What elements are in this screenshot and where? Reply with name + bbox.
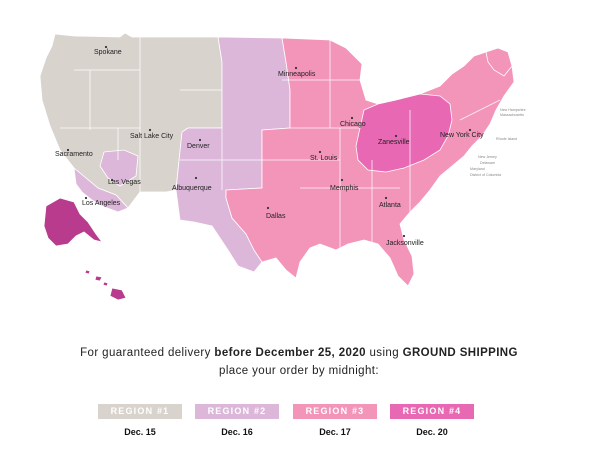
city-dot: [198, 138, 202, 142]
city-dot: [266, 206, 270, 210]
city-label: Chicago: [340, 121, 366, 128]
hawaii-area-large: [109, 287, 127, 301]
legend-date-region-1: Dec. 15: [124, 427, 156, 437]
city-label: Jacksonville: [386, 240, 424, 247]
city-dot: [402, 234, 406, 238]
city-dot: [104, 45, 108, 49]
legend-region-3: REGION #3 Dec. 17: [293, 404, 377, 437]
city-label: Los Angeles: [82, 200, 121, 207]
city-label: Albuquerque: [172, 185, 212, 192]
hawaii-area-small-1: [94, 275, 103, 282]
city-layer: Spokane Salt Lake City Sacramento Las Vegas…: [55, 45, 484, 247]
city-dot: [384, 196, 388, 200]
state-label: Rhode Island: [496, 137, 517, 141]
city-label: New York City: [440, 132, 484, 139]
city-label: Memphis: [330, 185, 359, 192]
city-dot: [468, 128, 472, 132]
delivery-message-line-2: place your order by midnight:: [219, 365, 379, 377]
legend-swatch-region-1: REGION #1: [98, 404, 182, 419]
hawaii-area-small-2: [84, 269, 91, 275]
state-label: Massachusetts: [500, 113, 524, 117]
city-label: Dallas: [266, 213, 286, 220]
city-label: Zanesville: [378, 139, 410, 146]
city-label: Salt Lake City: [130, 133, 174, 140]
region-legend: REGION #1 Dec. 15 REGION #2 Dec. 16 REGI…: [0, 404, 598, 444]
state-label: District of Columbia: [470, 173, 501, 177]
delivery-region-map: Spokane Salt Lake City Sacramento Las Vegas…: [39, 32, 526, 301]
delivery-message-line-1: For guaranteed delivery before December …: [80, 347, 518, 359]
legend-region-2: REGION #2 Dec. 16: [195, 404, 279, 437]
state-label: Maryland: [470, 167, 485, 171]
city-label: Las Vegas: [108, 179, 141, 186]
state-borders: [60, 37, 501, 250]
city-label: Denver: [187, 143, 210, 150]
state-label: New Jersey: [478, 155, 497, 159]
city-dot: [318, 150, 322, 154]
city-dot: [66, 148, 70, 152]
legend-date-region-3: Dec. 17: [319, 427, 351, 437]
city-dot: [294, 66, 298, 70]
city-label: St. Louis: [310, 155, 338, 162]
city-label: Minneapolis: [278, 71, 316, 78]
state-label: New Hampshire: [500, 108, 526, 112]
city-dot: [110, 178, 114, 182]
region-2-area-california: [73, 167, 129, 213]
city-dot: [350, 116, 354, 120]
legend-region-4: REGION #4 Dec. 20: [390, 404, 474, 437]
city-dot: [394, 134, 398, 138]
city-label: Atlanta: [379, 202, 401, 209]
legend-date-region-2: Dec. 16: [221, 427, 253, 437]
alaska-area: [43, 197, 103, 247]
legend-region-1: REGION #1 Dec. 15: [98, 404, 182, 437]
region-4-area: [355, 93, 453, 173]
city-dot: [194, 176, 198, 180]
city-dot: [340, 178, 344, 182]
legend-swatch-region-2: REGION #2: [195, 404, 279, 419]
city-label: Sacramento: [55, 151, 93, 158]
delivery-message: For guaranteed delivery before December …: [0, 344, 598, 380]
region-3-area-maine: [485, 47, 513, 77]
state-label: Delaware: [480, 161, 495, 165]
legend-swatch-region-4: REGION #4: [390, 404, 474, 419]
city-dot: [148, 128, 152, 132]
region-2-area-west-patch: [99, 149, 139, 187]
legend-swatch-region-3: REGION #3: [293, 404, 377, 419]
hawaii-area-small-3: [102, 281, 109, 287]
city-dot: [84, 196, 88, 200]
city-label: Spokane: [94, 49, 122, 56]
legend-date-region-4: Dec. 20: [416, 427, 448, 437]
